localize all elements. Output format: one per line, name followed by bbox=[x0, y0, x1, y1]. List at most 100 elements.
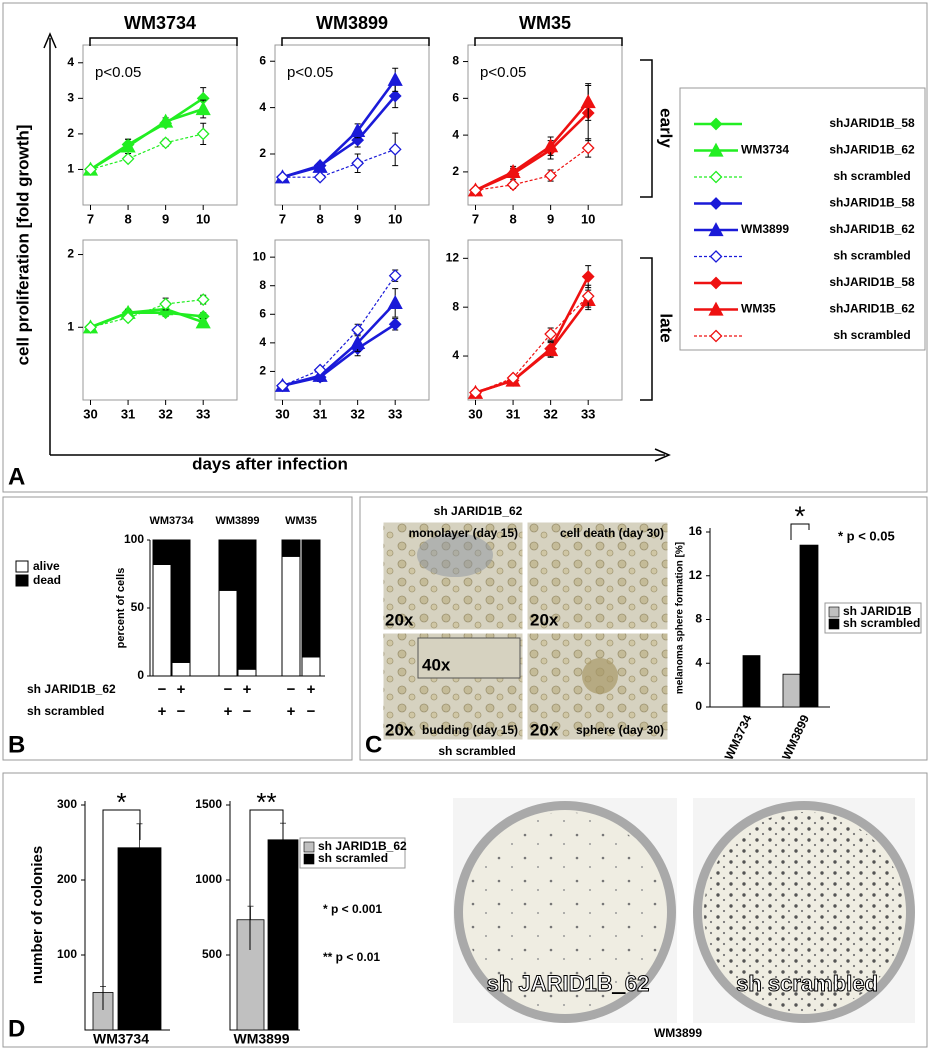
y-tick-label: 0 bbox=[137, 668, 144, 682]
group-label: WM3734 bbox=[149, 515, 194, 527]
legend-label: shJARID1B_58 bbox=[829, 196, 915, 210]
plot-frame bbox=[274, 239, 430, 401]
y-tick-label: 4 bbox=[695, 655, 702, 669]
legend-swatch bbox=[15, 574, 29, 587]
marker bbox=[543, 342, 559, 357]
marker bbox=[120, 138, 136, 153]
marker bbox=[388, 142, 402, 156]
inset bbox=[417, 637, 521, 679]
y-tick-label: 6 bbox=[259, 53, 266, 67]
series-line bbox=[282, 275, 396, 387]
magnification: 20x bbox=[530, 720, 559, 739]
legend-label: sh scrambled bbox=[833, 169, 910, 183]
x-tick-label: 9 bbox=[547, 211, 554, 226]
legend-label: sh JARID1B_62 bbox=[318, 839, 407, 853]
bar-segment bbox=[218, 539, 238, 591]
panel-frame bbox=[2, 772, 928, 1048]
condition-mark: + bbox=[243, 681, 252, 698]
y-axis-label: percent of cells bbox=[115, 568, 127, 649]
panel-label: B bbox=[8, 731, 25, 758]
magnification: 20x bbox=[385, 720, 414, 739]
y-tick-label: 2 bbox=[452, 164, 459, 178]
y-tick-label: 4 bbox=[67, 55, 74, 69]
y-tick-label: 2 bbox=[67, 247, 74, 261]
series-line bbox=[475, 147, 589, 191]
legend-label: sh scrambled bbox=[833, 249, 910, 263]
dishes bbox=[453, 798, 915, 1023]
x-tick-label: 8 bbox=[124, 211, 131, 226]
column-bracket bbox=[89, 37, 238, 46]
micrograph bbox=[526, 521, 669, 631]
panel-frame bbox=[2, 496, 353, 761]
y-tick-label: 8 bbox=[259, 278, 266, 292]
series-line bbox=[282, 148, 396, 178]
panel-label: D bbox=[8, 1015, 25, 1042]
panel-frame bbox=[2, 2, 928, 493]
marker bbox=[158, 113, 174, 128]
plot-frame bbox=[467, 44, 623, 206]
series-line bbox=[90, 299, 204, 328]
annotation: p<0.05 bbox=[95, 64, 141, 81]
sphere bbox=[582, 658, 618, 694]
column-title: WM35 bbox=[519, 13, 571, 33]
legend-label: sh scramled bbox=[318, 851, 388, 865]
y-tick-label: 50 bbox=[131, 600, 145, 614]
bar-segment bbox=[171, 539, 191, 663]
legend-group: WM35 bbox=[741, 302, 776, 316]
x-tick-label: 7 bbox=[472, 211, 479, 226]
y-tick-label: 2 bbox=[67, 126, 74, 140]
y-tick-label: 12 bbox=[689, 568, 703, 582]
condition-mark: + bbox=[224, 703, 233, 720]
panel-label: A bbox=[8, 463, 25, 490]
condition-mark: + bbox=[307, 681, 316, 698]
marker bbox=[351, 156, 365, 170]
condition-mark: − bbox=[177, 703, 186, 720]
marker bbox=[709, 329, 723, 343]
column-title: WM3899 bbox=[316, 13, 388, 33]
p-value-note: ** p < 0.01 bbox=[323, 950, 380, 964]
bar-segment bbox=[237, 668, 257, 677]
annotation: * bbox=[116, 787, 126, 817]
legend-swatch bbox=[303, 841, 315, 853]
x-tick-label: 30 bbox=[83, 406, 97, 421]
bar-segment bbox=[152, 563, 172, 677]
y-axis-label: cell proliferation [fold growth] bbox=[13, 125, 32, 366]
legend-label: shJARID1B_62 bbox=[829, 222, 915, 236]
colonies bbox=[704, 812, 904, 1012]
x-tick-label: 32 bbox=[350, 406, 364, 421]
marker bbox=[709, 170, 723, 184]
marker bbox=[387, 71, 403, 86]
annotation: p<0.05 bbox=[480, 64, 526, 81]
condition-mark: − bbox=[243, 703, 252, 720]
marker bbox=[350, 122, 366, 137]
y-tick-label: 6 bbox=[452, 91, 459, 105]
marker bbox=[469, 183, 482, 197]
y-tick-label: 1500 bbox=[195, 797, 222, 811]
marker bbox=[195, 101, 211, 116]
marker bbox=[195, 314, 211, 329]
legend-label: shJARID1B_62 bbox=[829, 143, 915, 157]
image-caption: cell death (day 30) bbox=[560, 526, 664, 540]
y-tick-label: 12 bbox=[446, 250, 460, 264]
marker bbox=[121, 152, 135, 166]
y-tick-label: 0 bbox=[695, 699, 702, 713]
marker bbox=[388, 89, 402, 103]
marker bbox=[350, 334, 366, 350]
x-tick-label: 33 bbox=[581, 406, 595, 421]
dish-label: sh scrambled bbox=[736, 971, 878, 996]
marker bbox=[351, 323, 365, 337]
annotation: * p < 0.05 bbox=[838, 528, 895, 543]
annotation: ** bbox=[256, 787, 276, 817]
y-tick-label: 1 bbox=[67, 162, 74, 176]
plot-frame bbox=[274, 44, 430, 206]
legend-label: sh JARID1B bbox=[843, 604, 912, 618]
column-bracket bbox=[281, 37, 430, 46]
marker bbox=[121, 311, 135, 325]
bar bbox=[742, 655, 761, 708]
bar-segment bbox=[237, 539, 257, 670]
marker bbox=[196, 127, 210, 141]
x-tick-label: 10 bbox=[388, 211, 402, 226]
legend-swatch bbox=[15, 560, 29, 573]
marker bbox=[313, 170, 327, 184]
x-tick-label: 10 bbox=[581, 211, 595, 226]
